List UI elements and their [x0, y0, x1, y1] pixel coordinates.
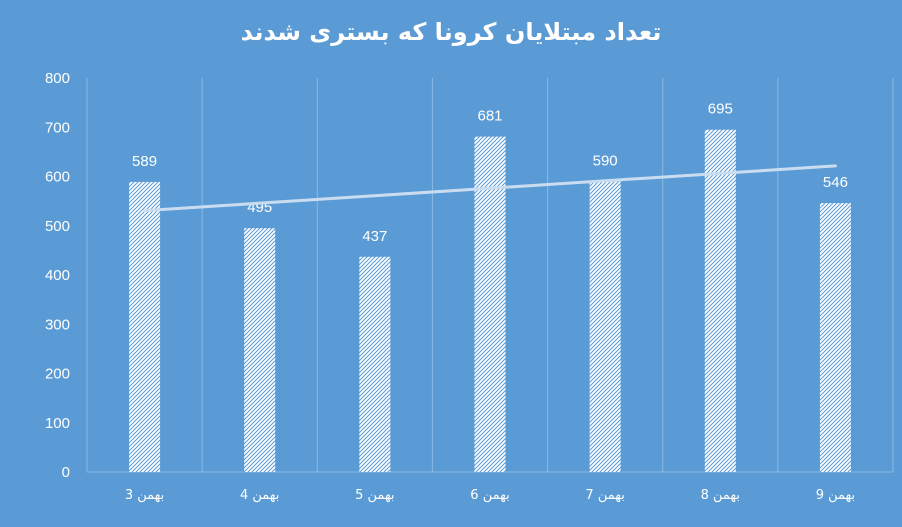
x-tick-label: 5 بهمن: [355, 488, 394, 503]
y-tick-label: 800: [45, 70, 70, 87]
x-tick-label: 4 بهمن: [240, 488, 279, 503]
data-label: 681: [477, 108, 502, 125]
data-label: 546: [823, 174, 848, 191]
data-label: 590: [593, 152, 618, 169]
bar: [129, 181, 161, 473]
x-tick-label: 8 بهمن: [701, 488, 740, 503]
trendline: [143, 164, 837, 213]
y-tick-label: 600: [45, 169, 70, 186]
y-tick-label: 100: [45, 415, 70, 432]
bar: [244, 228, 276, 472]
data-label: 437: [362, 228, 387, 245]
bar: [589, 181, 621, 473]
x-tick-label: 9 بهمن: [816, 488, 855, 503]
y-tick-label: 400: [45, 267, 70, 284]
y-tick-label: 700: [45, 119, 70, 136]
y-tick-label: 0: [62, 464, 70, 481]
bar: [474, 136, 506, 473]
bar: [704, 129, 736, 472]
x-tick-label: 3 بهمن: [125, 488, 164, 503]
chart-title: تعداد مبتلایان کرونا که بستری شدند: [240, 18, 662, 46]
bar: [819, 203, 851, 472]
data-label: 589: [132, 153, 157, 170]
y-tick-label: 200: [45, 366, 70, 383]
bar: [359, 256, 391, 472]
x-tick-label: 6 بهمن: [470, 488, 509, 503]
x-tick-label: 7 بهمن: [585, 488, 624, 503]
data-label: 695: [708, 101, 733, 118]
y-tick-label: 500: [45, 218, 70, 235]
y-tick-label: 300: [45, 316, 70, 333]
